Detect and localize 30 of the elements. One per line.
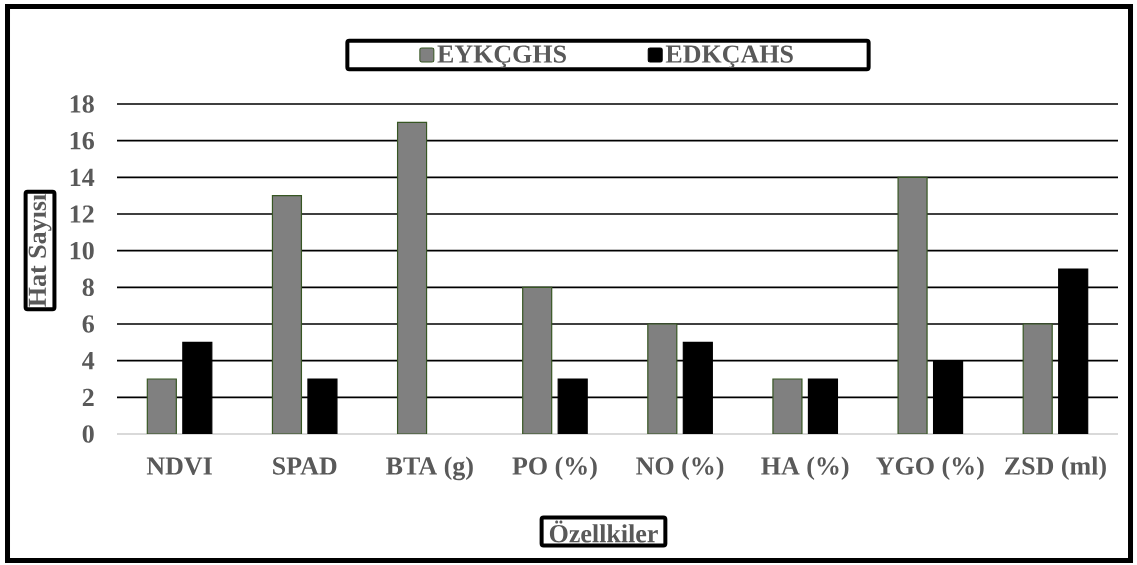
y-tick-label: 14 — [70, 168, 95, 186]
bar — [772, 378, 803, 434]
y-tick-label: 4 — [82, 352, 95, 370]
y-tick-label: 2 — [82, 388, 94, 406]
x-tick-label: ZSD (ml) — [1005, 456, 1106, 481]
y-tick-label: 18 — [70, 95, 94, 113]
bar — [271, 195, 303, 434]
y-tick-label: 12 — [70, 205, 94, 223]
x-tick-label: NDVI — [146, 457, 212, 475]
bar — [647, 323, 678, 434]
bar — [396, 121, 428, 434]
x-axis-title: Özellkiler — [549, 520, 658, 543]
y-tick-label: 0 — [82, 425, 94, 443]
bar — [1022, 323, 1053, 434]
x-tick-label: BTA (g) — [386, 456, 473, 481]
y-axis-title: Hat Sayısı — [28, 194, 52, 307]
y-tick-label: 8 — [82, 278, 94, 297]
legend-label: EYKÇGHS — [437, 45, 566, 68]
y-tick-label: 6 — [82, 315, 94, 333]
x-tick-label: SPAD — [273, 457, 337, 475]
x-tick-label: YGO (%) — [876, 456, 984, 481]
x-tick-label: HA (%) — [761, 456, 849, 481]
legend-label: EDKÇAHS — [665, 45, 793, 68]
x-tick-label: PO (%) — [512, 456, 597, 481]
bar — [897, 176, 928, 434]
bar — [146, 378, 177, 434]
y-tick-label: 16 — [70, 131, 94, 150]
x-tick-label: NO (%) — [636, 456, 724, 481]
y-tick-label: 10 — [70, 241, 94, 260]
bar — [522, 286, 553, 434]
